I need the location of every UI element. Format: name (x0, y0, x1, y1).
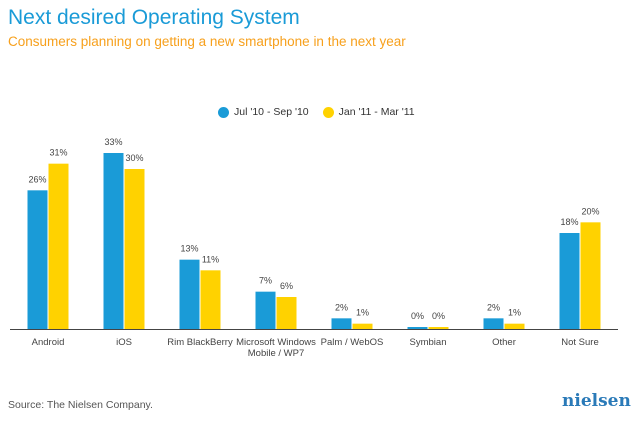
legend: Jul '10 - Sep '10 Jan '11 - Mar '11 (218, 106, 429, 118)
data-label-2-4: 1% (356, 308, 369, 318)
bar-1-0 (27, 190, 48, 329)
bar-2-3 (276, 297, 297, 329)
data-label-2-6: 1% (508, 308, 521, 318)
bar-1-4 (331, 318, 352, 329)
bar-2-0 (48, 163, 69, 329)
legend-label-series-2: Jan '11 - Mar '11 (338, 106, 415, 118)
bar-1-6 (483, 318, 504, 329)
legend-swatch-series-1 (218, 106, 229, 118)
data-label-2-2: 11% (202, 254, 219, 264)
data-label-2-3: 6% (280, 281, 293, 291)
data-label-1-0: 26% (28, 174, 46, 184)
chart-subtitle: Consumers planning on getting a new smar… (8, 34, 406, 49)
data-label-2-0: 31% (49, 148, 67, 158)
bar-2-1 (124, 169, 145, 329)
bar-1-7 (559, 233, 580, 329)
bar-2-5 (428, 327, 449, 329)
data-label-2-1: 30% (125, 153, 143, 163)
bar-1-3 (255, 291, 276, 329)
category-label-7: Not Sure (561, 337, 599, 348)
nielsen-logo: nielsen (562, 391, 631, 411)
legend-item-series-1: Jul '10 - Sep '10 (218, 106, 309, 118)
category-label-3-line-2: Mobile / WP7 (248, 348, 305, 359)
legend-item-series-2: Jan '11 - Mar '11 (322, 106, 415, 118)
data-label-1-6: 2% (487, 302, 500, 312)
source-note: Source: The Nielsen Company. (8, 399, 153, 411)
bar-1-5 (407, 327, 428, 329)
data-label-1-7: 18% (560, 217, 578, 227)
chart-title: Next desired Operating System (8, 6, 300, 29)
data-label-2-5: 0% (432, 311, 445, 321)
category-label-3: Microsoft Windows (236, 337, 316, 348)
data-label-1-3: 7% (259, 276, 272, 286)
data-label-1-5: 0% (411, 311, 424, 321)
bar-1-2 (179, 259, 200, 329)
legend-label-series-1: Jul '10 - Sep '10 (234, 106, 309, 118)
bar-2-2 (200, 270, 221, 329)
bar-2-7 (580, 222, 601, 329)
category-label-4: Palm / WebOS (321, 337, 384, 348)
bar-2-6 (504, 323, 525, 329)
data-label-1-4: 2% (335, 302, 348, 312)
category-label-1: iOS (116, 337, 132, 348)
legend-swatch-series-2 (322, 106, 334, 118)
bar-2-4 (352, 323, 373, 329)
category-label-2: Rim BlackBerry (167, 337, 233, 348)
category-label-0: Android (32, 337, 65, 348)
data-label-1-2: 13% (180, 244, 198, 254)
category-label-6: Other (492, 337, 516, 348)
data-label-2-7: 20% (581, 206, 599, 216)
bar-1-1 (103, 153, 124, 329)
category-label-5: Symbian (410, 337, 447, 348)
data-label-1-1: 33% (104, 137, 122, 147)
